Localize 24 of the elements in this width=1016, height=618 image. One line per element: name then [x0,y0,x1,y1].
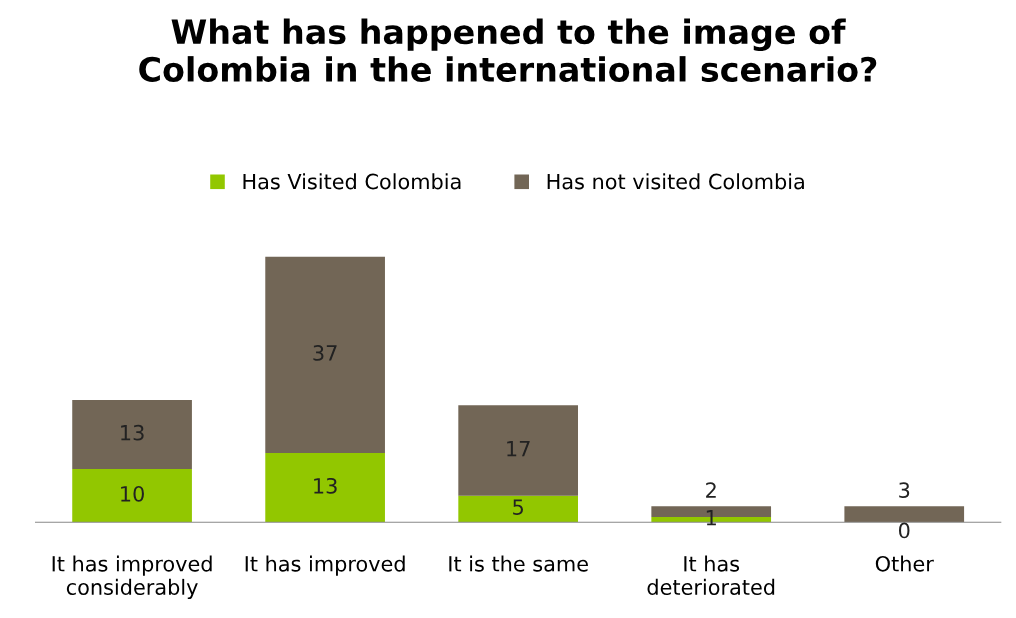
data-label: 37 [313,345,337,361]
data-label: 3 [899,482,910,498]
data-label: 13 [121,424,144,441]
bar [265,256,385,454]
legend-label: Has not visited Colombia [547,173,804,190]
data-label: 5 [513,499,523,515]
x-tick-label: Other [875,555,934,572]
legend-label: Has Visited Colombia [243,173,461,190]
bar [458,495,578,523]
bar [844,506,965,523]
bar [458,405,578,496]
x-tick-label: It is the same [449,555,588,572]
x-tick-label: It has improved [245,555,405,576]
data-label: 0 [898,522,910,539]
x-tick-label: It has improved considerably [52,555,212,600]
data-label: 17 [507,441,530,457]
chart-title: What has happened to the image of Colombia in the international scenario? [139,18,877,82]
bar [72,399,192,470]
x-tick-label: It has deteriorated [647,555,775,595]
bar [265,453,385,523]
data-label: 13 [314,477,337,494]
bar [72,469,192,523]
data-label: 2 [706,482,716,498]
data-label: 10 [121,485,144,502]
